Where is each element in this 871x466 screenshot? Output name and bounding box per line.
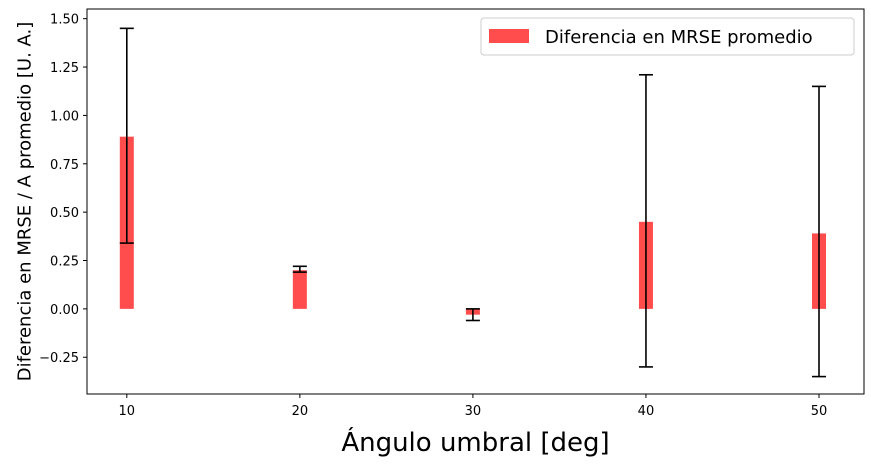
legend-swatch (489, 29, 529, 43)
x-tick-label-20: 20 (292, 404, 309, 419)
chart-marks (119, 27, 827, 378)
x-tick-label-40: 40 (638, 404, 655, 419)
x-tick-label-30: 30 (465, 404, 482, 419)
chart-axes: 10 20 30 40 50 −0.25 0.00 0.25 0.50 0.75 1.00 1.25 1… (39, 13, 827, 419)
y-tick-label-3: 0.50 (50, 206, 79, 221)
x-axis-label: Ángulo umbral [deg] (341, 426, 609, 458)
x-tick-label-10: 10 (119, 404, 136, 419)
y-tick-label-7: 1.50 (50, 13, 79, 28)
legend-label: Diferencia en MRSE promedio (545, 27, 813, 48)
x-tick-label-50: 50 (811, 404, 828, 419)
y-tick-label-4: 0.75 (50, 158, 79, 173)
y-tick-label-1: 0.00 (50, 303, 79, 318)
y-tick-label-6: 1.25 (50, 61, 79, 76)
y-tick-label-0: −0.25 (39, 351, 79, 366)
bar-20 (292, 270, 307, 309)
y-tick-label-5: 1.00 (50, 109, 79, 124)
legend: Diferencia en MRSE promedio (480, 17, 855, 56)
plot-frame (86, 8, 865, 395)
legend-box (480, 17, 855, 56)
y-tick-label-2: 0.25 (50, 255, 79, 270)
y-axis-label: Diferencia en MRSE / A promedio [U. A.] (14, 22, 35, 382)
